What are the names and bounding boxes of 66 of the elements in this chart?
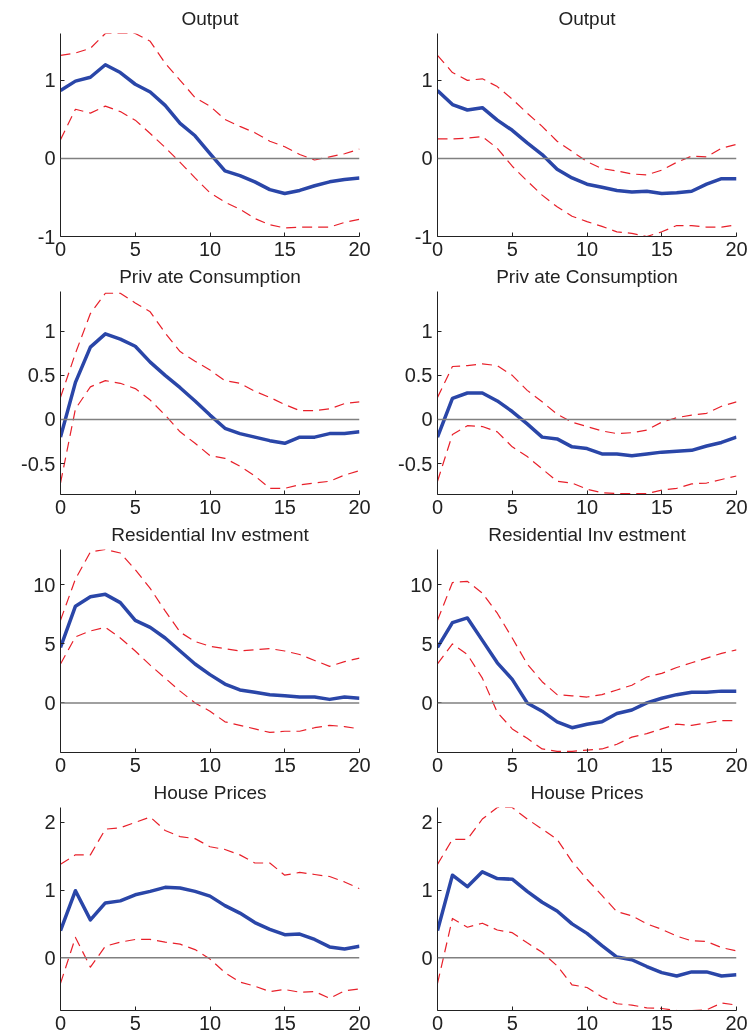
x-tick-label: 15 <box>650 237 673 260</box>
y-tick-label: 1 <box>44 879 56 902</box>
y-tick-label: -0.5 <box>398 452 433 475</box>
y-tick-label: -1 <box>414 225 433 248</box>
x-tick-label: 15 <box>650 753 673 776</box>
x-tick-label: 15 <box>273 753 296 776</box>
x-tick-label: 5 <box>506 237 518 260</box>
y-tick-label: 2 <box>421 811 433 834</box>
x-tick-label: 20 <box>348 237 371 260</box>
x-tick-label: 5 <box>129 1011 141 1033</box>
y-tick-label: 5 <box>421 632 433 655</box>
y-tick-label: 0 <box>44 147 56 170</box>
y-tick-label: 10 <box>33 573 56 596</box>
chart-title: Output <box>558 7 617 29</box>
x-tick-label: 20 <box>348 753 371 776</box>
chart-title: Priv ate Consumption <box>496 265 678 287</box>
y-tick-label: 1 <box>44 320 56 343</box>
y-tick-label: 1 <box>421 69 433 92</box>
chart-title: House Prices <box>530 781 644 803</box>
x-tick-label: 20 <box>725 495 748 518</box>
x-tick-label: 10 <box>575 753 599 776</box>
y-tick-label: 10 <box>410 573 433 596</box>
x-tick-label: 20 <box>348 495 371 518</box>
y-tick-label: 0 <box>44 408 56 431</box>
x-tick-label: 10 <box>575 1011 599 1033</box>
x-tick-label: 10 <box>198 495 222 518</box>
x-tick-label: 20 <box>725 753 748 776</box>
x-tick-label: 5 <box>506 753 518 776</box>
y-tick-label: 2 <box>44 811 56 834</box>
y-tick-label: 5 <box>44 632 56 655</box>
x-tick-label: 5 <box>506 495 518 518</box>
chart-title: Residential Inv estment <box>488 523 687 545</box>
x-tick-label: 10 <box>198 753 222 776</box>
y-tick-label: 0 <box>44 691 56 714</box>
chart-title: Residential Inv estment <box>111 523 310 545</box>
y-tick-label: 1 <box>421 879 433 902</box>
x-tick-label: 20 <box>725 1011 748 1033</box>
x-tick-label: 5 <box>129 237 141 260</box>
y-tick-label: 0.5 <box>27 364 56 387</box>
x-tick-label: 15 <box>273 495 296 518</box>
y-tick-label: 0 <box>421 147 433 170</box>
chart-title: House Prices <box>153 781 267 803</box>
chart-title: Priv ate Consumption <box>119 265 301 287</box>
y-tick-label: 1 <box>44 69 56 92</box>
y-tick-label: 0.5 <box>404 364 433 387</box>
y-tick-label: 0 <box>421 946 433 969</box>
y-tick-label: 0 <box>44 946 56 969</box>
y-tick-label: 0 <box>421 691 433 714</box>
x-tick-label: 15 <box>273 1011 296 1033</box>
x-tick-label: 5 <box>506 1011 518 1033</box>
y-tick-label: -0.5 <box>21 452 56 475</box>
y-tick-label: 0 <box>421 408 433 431</box>
x-tick-label: 5 <box>129 753 141 776</box>
x-tick-label: 10 <box>575 237 599 260</box>
y-tick-label: -1 <box>37 225 56 248</box>
x-tick-label: 15 <box>650 1011 673 1033</box>
x-tick-label: 15 <box>650 495 673 518</box>
x-tick-label: 20 <box>725 237 748 260</box>
x-tick-label: 10 <box>198 237 222 260</box>
chart-title: Output <box>181 7 240 29</box>
x-tick-label: 5 <box>129 495 141 518</box>
x-tick-label: 15 <box>273 237 296 260</box>
x-tick-label: 10 <box>198 1011 222 1033</box>
y-tick-label: 1 <box>421 320 433 343</box>
x-tick-label: 20 <box>348 1011 371 1033</box>
x-tick-label: 10 <box>575 495 599 518</box>
